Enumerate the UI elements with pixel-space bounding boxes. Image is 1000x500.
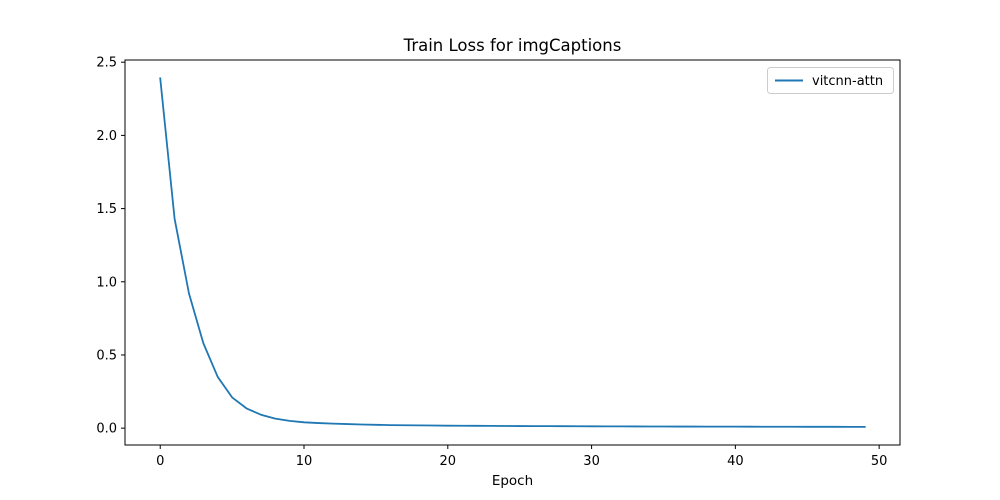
y-tick-label: 1.0 [96,275,117,290]
y-tick-label: 0.5 [96,348,117,363]
chart-title: Train Loss for imgCaptions [403,36,622,55]
legend-label-vitcnn-attn: vitcnn-attn [812,74,883,89]
x-axis-label: Epoch [492,473,533,489]
y-tick-label: 1.5 [96,202,117,217]
x-tick-label: 50 [871,454,888,469]
x-tick-label: 40 [727,454,744,469]
x-tick-label: 0 [156,454,164,469]
plot-area [125,60,900,445]
x-tick-label: 10 [296,454,313,469]
legend: vitcnn-attn [767,67,894,94]
y-axis-ticks: 0.0 0.5 1.0 1.5 2.0 2.5 [96,56,125,437]
y-tick-label: 0.0 [96,422,117,437]
plot-frame [124,59,901,446]
x-tick-label: 30 [583,454,600,469]
y-tick-label: 2.5 [96,56,117,71]
series-lines [159,77,866,428]
y-tick-label: 2.0 [96,129,117,144]
x-axis-ticks: 0 10 20 30 40 50 [156,445,887,469]
x-tick-label: 20 [440,454,457,469]
legend-box [767,67,894,94]
series-line-vitcnn-attn [159,77,866,428]
